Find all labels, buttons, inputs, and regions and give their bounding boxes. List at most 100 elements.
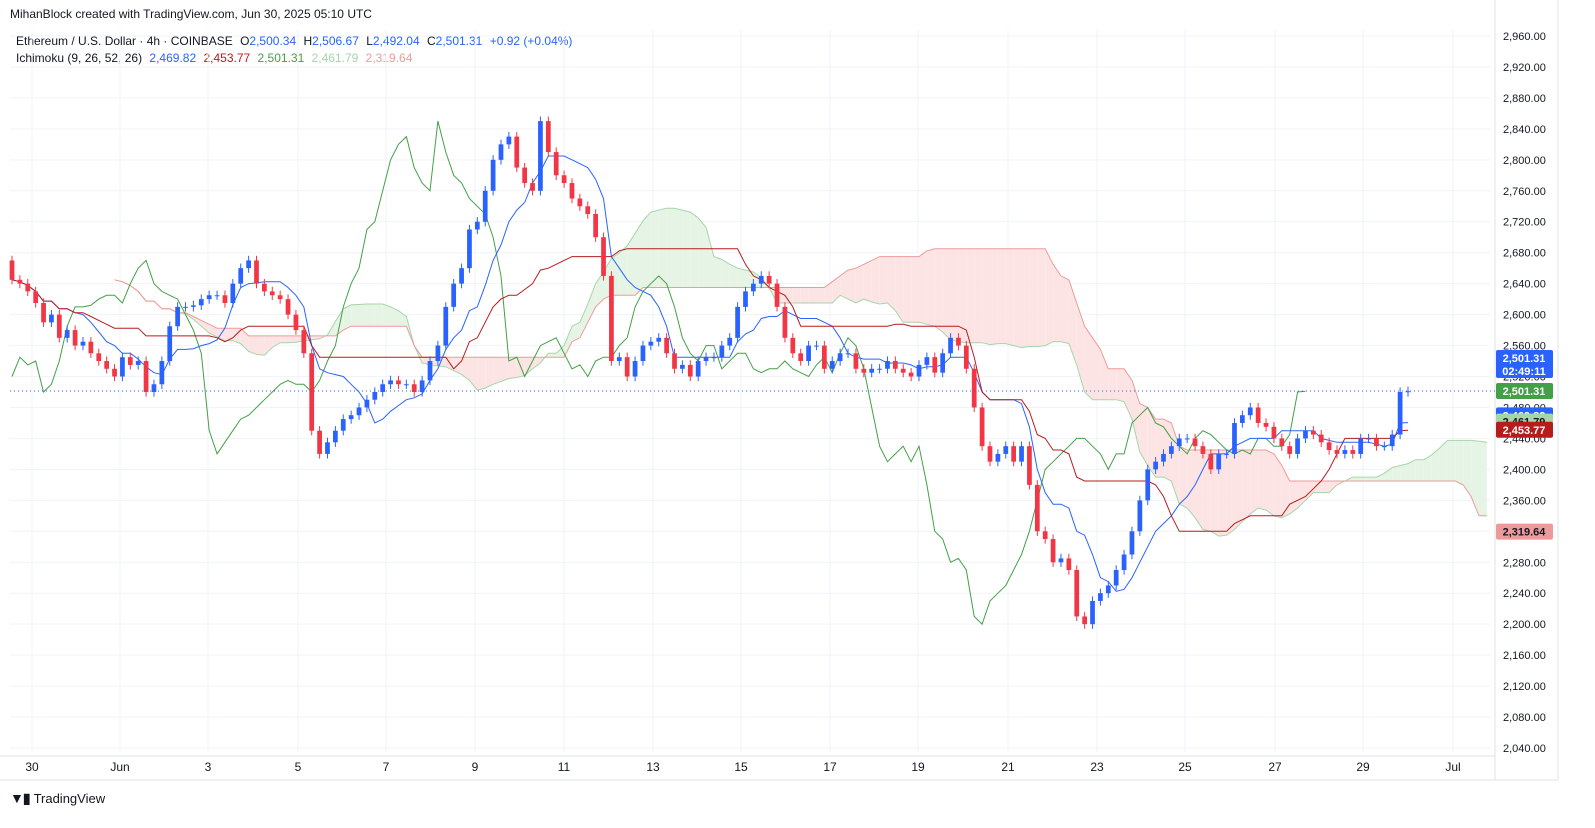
candle-body	[1216, 453, 1222, 470]
ichimoku-cloud	[974, 248, 983, 343]
x-tick-label: 3	[205, 760, 212, 774]
y-tick-label: 2,360.00	[1503, 495, 1546, 507]
x-tick-label: 7	[383, 760, 390, 774]
ichimoku-cloud	[674, 208, 683, 288]
ichimoku-cloud	[500, 357, 509, 382]
y-tick-label: 2,920.00	[1503, 62, 1546, 74]
candle-body	[719, 345, 725, 358]
candle-body	[609, 275, 614, 362]
ichimoku-cloud	[934, 248, 943, 333]
ichimoku-cloud	[1021, 248, 1030, 348]
ichimoku-cloud	[272, 335, 281, 348]
ichimoku-cloud	[1037, 248, 1046, 347]
ichimoku-label: Ichimoku (9, 26, 52, 26)	[16, 51, 143, 65]
ichimoku-cloud	[1084, 326, 1093, 400]
candle-body	[175, 306, 180, 327]
candle-body	[112, 368, 117, 377]
candle-body	[624, 357, 630, 377]
candle-body	[167, 326, 173, 362]
ichimoku-cloud	[666, 208, 675, 288]
candle-body	[711, 357, 717, 359]
tenkan-value: 2,469.82	[149, 51, 197, 65]
candle-body	[1287, 446, 1293, 454]
candle-body	[538, 121, 543, 191]
candle-body	[301, 330, 307, 354]
candle-body	[522, 167, 528, 184]
candle-body	[616, 357, 622, 362]
candle-body	[877, 368, 882, 370]
high-label: H	[303, 34, 313, 48]
kijun-line	[11, 248, 1409, 532]
candle-body	[80, 341, 86, 346]
candle-body	[900, 368, 906, 373]
candle-body	[419, 380, 425, 392]
candle-body	[238, 268, 244, 284]
ichimoku-cloud	[619, 245, 628, 296]
candle-body	[971, 368, 977, 408]
candle-body	[1098, 593, 1103, 601]
candle-body	[1121, 554, 1127, 570]
candle-body	[254, 260, 259, 284]
candle-body	[774, 283, 780, 307]
candle-body	[474, 221, 480, 230]
ichimoku-cloud	[485, 357, 494, 389]
candle-body	[25, 283, 31, 292]
candle-body	[467, 229, 472, 269]
candle-body	[269, 291, 275, 296]
candle-body	[979, 407, 985, 447]
x-tick-label: 21	[1001, 760, 1015, 774]
ichimoku-cloud	[1329, 481, 1338, 493]
tradingview-logo[interactable]: ▼▮ TradingView	[10, 790, 105, 807]
ichimoku-cloud	[1439, 440, 1448, 481]
y-tick-label: 2,600.00	[1503, 310, 1546, 322]
ichimoku-cloud	[721, 259, 730, 288]
ichimoku-cloud	[524, 357, 533, 376]
candle-body	[687, 364, 693, 377]
ichimoku-cloud	[871, 256, 880, 304]
ichimoku-legend[interactable]: Ichimoku (9, 26, 52, 26) 2,469.82 2,453.…	[16, 51, 416, 65]
ichimoku-cloud	[1408, 459, 1416, 481]
candle-body	[892, 361, 898, 369]
candle-body	[821, 345, 827, 369]
candle-body	[837, 353, 843, 362]
ichimoku-cloud	[469, 357, 478, 391]
span-b-tag-bg	[1496, 523, 1553, 540]
candle-body	[1090, 600, 1095, 625]
candle-body	[1334, 450, 1340, 454]
low-label: L	[366, 34, 373, 48]
ichimoku-cloud	[911, 256, 920, 323]
candle-body	[1176, 438, 1182, 447]
ichimoku-cloud	[713, 256, 722, 288]
ichimoku-cloud	[1431, 448, 1440, 481]
candle-body	[1342, 450, 1348, 454]
x-tick-label: Jul	[1445, 760, 1460, 774]
candle-body	[932, 357, 938, 373]
ichimoku-cloud	[1100, 349, 1109, 400]
candle-body	[680, 364, 685, 369]
candle-body	[482, 190, 488, 222]
span-b-value: 2,319.64	[365, 51, 413, 65]
candle-body	[1082, 616, 1087, 625]
candle-body	[1129, 531, 1135, 555]
ichimoku-cloud	[745, 270, 754, 288]
candle-body	[585, 206, 591, 214]
ichimoku-cloud	[248, 335, 257, 355]
ichimoku-cloud	[1116, 368, 1125, 402]
ichimoku-cloud	[1313, 481, 1322, 493]
symbol-legend[interactable]: Ethereum / U.S. Dollar · 4h · COINBASE O…	[16, 34, 576, 48]
candle-body	[1381, 446, 1387, 448]
ichimoku-cloud	[288, 335, 296, 343]
y-tick-label: 2,560.00	[1503, 341, 1546, 353]
ichimoku-cloud	[264, 335, 273, 356]
ichimoku-cloud	[903, 256, 912, 323]
candle-body	[1113, 570, 1119, 586]
candle-body	[356, 407, 362, 416]
ichimoku-cloud	[1163, 419, 1172, 481]
y-tick-label: 2,960.00	[1503, 31, 1546, 43]
last-price-tag-bg	[1496, 349, 1553, 378]
ichimoku-cloud	[1266, 450, 1274, 516]
ichimoku-cloud	[579, 303, 588, 338]
candle-body	[814, 345, 819, 347]
ichimoku-cloud	[1045, 248, 1054, 346]
